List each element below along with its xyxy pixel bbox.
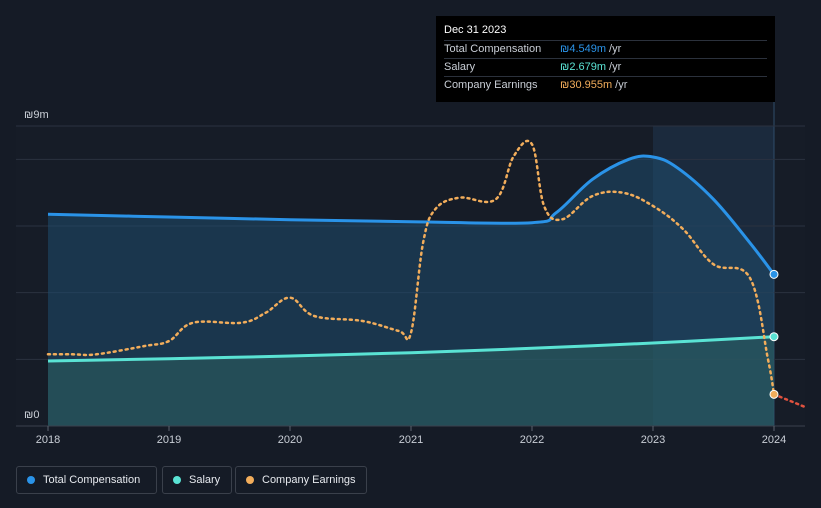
company-earnings-line	[46, 139, 776, 396]
tooltip-value: ₪2.679m	[560, 61, 607, 73]
tooltip-label: Total Compensation	[444, 43, 542, 55]
tooltip-row-salary: Salary ₪2.679m /yr	[444, 58, 767, 76]
tooltip-unit: /yr	[615, 79, 628, 91]
tooltip-label: Company Earnings	[444, 79, 538, 91]
y-tick-label-bottom: ₪0	[24, 409, 39, 421]
legend-dot-icon	[246, 476, 254, 484]
compensation-chart: 2018 2019 2020 2021 2022 2023 2024 ₪9m ₪0	[16, 100, 806, 446]
tooltip-row-total-compensation: Total Compensation ₪4.549m /yr	[444, 40, 767, 58]
legend-dot-icon	[27, 476, 35, 484]
tooltip-label: Salary	[444, 61, 476, 73]
legend-item-company-earnings[interactable]: Company Earnings	[235, 466, 367, 494]
tooltip-value: ₪30.955m	[560, 79, 613, 91]
company-earnings-projection	[772, 393, 806, 408]
legend-item-salary[interactable]: Salary	[162, 466, 232, 494]
salary-line	[47, 335, 775, 363]
tooltip-value: ₪4.549m	[560, 43, 607, 55]
salary-area	[48, 336, 774, 426]
legend-label: Salary	[189, 474, 221, 486]
tooltip-unit: /yr	[609, 61, 622, 73]
y-tick-label-top: ₪9m	[24, 109, 49, 121]
x-tick-label: 2023	[641, 434, 665, 446]
tooltip-unit: /yr	[609, 43, 622, 55]
x-tick-label: 2018	[36, 434, 60, 446]
x-tick-label: 2022	[520, 434, 544, 446]
legend-label: Total Compensation	[43, 474, 141, 486]
legend-label: Company Earnings	[262, 474, 356, 486]
tooltip-date: Dec 31 2023	[444, 24, 507, 36]
x-tick-label: 2021	[399, 434, 423, 446]
company-earnings-marker	[769, 389, 779, 399]
legend-item-total-compensation[interactable]: Total Compensation	[16, 466, 157, 494]
total-compensation-marker	[769, 269, 779, 279]
salary-marker	[769, 332, 779, 342]
total-compensation-line	[47, 154, 776, 276]
legend-dot-icon	[173, 476, 181, 484]
x-tick-label: 2020	[278, 434, 302, 446]
tooltip-row-company-earnings: Company Earnings ₪30.955m /yr	[444, 76, 767, 94]
x-tick-label: 2019	[157, 434, 181, 446]
tooltip: Dec 31 2023 Total Compensation ₪4.549m /…	[436, 16, 775, 102]
x-tick-label: 2024	[762, 434, 786, 446]
